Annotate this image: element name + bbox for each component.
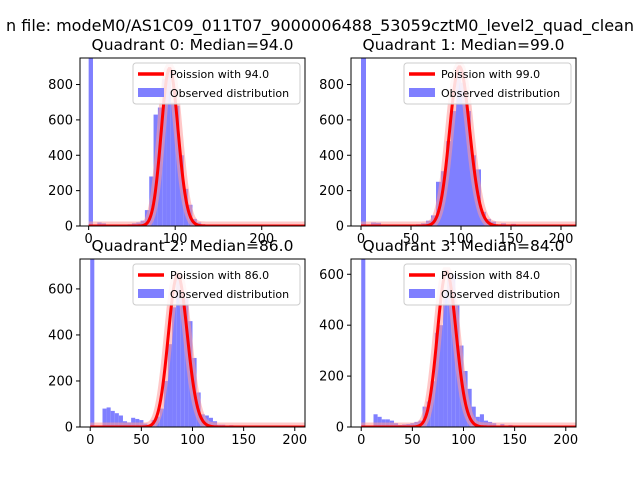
y-tick-label: 0	[65, 220, 73, 235]
x-tick-label: 50	[404, 433, 421, 448]
histogram-bar	[163, 380, 168, 427]
quadrant-2-panel: 0 50 100 150 200 0 200 400 600 Quadrant 2: Median…	[48, 237, 307, 448]
y-tick-label: 200	[319, 370, 344, 385]
figure-suptitle: n file: modeM0/AS1C09_011T07_9000006488_…	[6, 16, 634, 35]
legend-poisson-label: Poission with 94.0	[170, 68, 269, 81]
histogram-bar	[456, 66, 461, 226]
y-tick-label: 600	[319, 268, 344, 283]
legend-hist-swatch	[138, 289, 164, 298]
histogram-bar	[167, 344, 173, 427]
quadrant-3-panel: 0 50 100 150 200 0 200 400 600 Quadrant 3: Median…	[319, 237, 578, 448]
y-tick-label: 600	[48, 113, 73, 128]
x-tick-label: 0	[357, 433, 365, 448]
x-tick-label: 200	[553, 433, 578, 448]
x-tick-label: 100	[180, 433, 205, 448]
legend: Poission with 86.0 Observed distribution	[132, 263, 301, 306]
x-tick-label: 150	[499, 232, 524, 247]
legend-hist-swatch	[409, 88, 435, 97]
y-tick-label: 400	[319, 319, 344, 334]
histogram-bar	[479, 414, 484, 427]
legend-poisson-label: Poission with 86.0	[170, 269, 269, 282]
poisson-curve	[90, 273, 305, 427]
poisson-curve	[361, 270, 576, 427]
x-tick-label: 100	[449, 232, 474, 247]
y-tick-label: 0	[336, 421, 344, 436]
panel-title: Quadrant 0: Median=94.0	[92, 36, 294, 54]
x-tick-label: 200	[282, 433, 307, 448]
quadrant-0-panel: 0 100 200 0 200 400 600 800 Quadrant 0: Median=9…	[48, 36, 306, 247]
histogram-bar	[373, 414, 378, 427]
legend: Poission with 99.0 Observed distribution	[403, 62, 572, 105]
histogram-bar	[172, 307, 177, 427]
histogram-bar	[451, 274, 456, 427]
legend-observed-label: Observed distribution	[441, 288, 560, 301]
histogram-bar	[451, 111, 456, 226]
y-tick-label: 800	[319, 78, 344, 93]
y-tick-label: 200	[319, 184, 344, 199]
histogram-bar	[166, 68, 171, 226]
histogram-bar	[114, 413, 119, 427]
histogram-bar	[170, 102, 176, 226]
histogram-bar	[88, 58, 93, 226]
histogram-bar	[102, 408, 107, 427]
y-tick-label: 400	[48, 149, 73, 164]
y-tick-label: 200	[48, 374, 73, 389]
y-tick-label: 200	[48, 184, 73, 199]
histogram-bar	[176, 275, 181, 427]
histogram-bar	[159, 408, 164, 427]
x-tick-label: 150	[502, 433, 527, 448]
y-tick-label: 400	[48, 328, 73, 343]
histogram-bar	[90, 259, 95, 427]
x-tick-label: 100	[451, 433, 476, 448]
x-tick-label: 50	[403, 232, 420, 247]
x-tick-label: 150	[231, 433, 256, 448]
histogram-bar	[438, 325, 444, 427]
x-tick-label: 200	[249, 232, 274, 247]
y-tick-label: 400	[319, 149, 344, 164]
panel-title: Quadrant 2: Median=86.0	[92, 237, 294, 255]
histogram-bar	[110, 410, 115, 427]
histogram-bar	[466, 111, 471, 226]
histogram-bar	[443, 289, 448, 427]
legend-observed-label: Observed distribution	[170, 87, 289, 100]
x-tick-label: 50	[133, 433, 150, 448]
legend-hist-swatch	[138, 88, 164, 97]
poisson-curve	[88, 67, 305, 226]
x-tick-label: 0	[86, 433, 94, 448]
y-tick-label: 600	[319, 113, 344, 128]
histogram-bar	[377, 416, 382, 427]
histogram-bar	[446, 141, 451, 226]
axes-frame	[79, 57, 306, 227]
y-tick-label: 800	[48, 78, 73, 93]
legend-observed-label: Observed distribution	[441, 87, 560, 100]
legend: Poission with 84.0 Observed distribution	[403, 263, 572, 306]
histogram-bar	[162, 79, 167, 226]
histogram-bar	[447, 271, 452, 427]
histogram-bar	[131, 417, 136, 427]
histogram-bar	[361, 58, 366, 226]
x-tick-label: 200	[549, 232, 574, 247]
legend-poisson-label: Poission with 84.0	[441, 269, 540, 282]
poisson-curve	[361, 65, 576, 226]
histogram-bar	[180, 291, 185, 427]
x-tick-label: 100	[163, 232, 188, 247]
x-tick-label: 0	[357, 232, 365, 247]
legend: Poission with 94.0 Observed distribution	[132, 62, 301, 105]
y-tick-label: 0	[65, 421, 73, 436]
histogram-bar	[461, 82, 466, 226]
panel-title: Quadrant 1: Median=99.0	[363, 36, 565, 54]
panel-title: Quadrant 3: Median=84.0	[363, 237, 565, 255]
histogram-bar	[361, 259, 366, 427]
x-tick-label: 0	[85, 232, 93, 247]
axes-frame	[350, 57, 577, 227]
y-tick-label: 0	[336, 220, 344, 235]
histogram-bar	[118, 415, 123, 427]
histogram-bar	[106, 407, 111, 427]
legend-observed-label: Observed distribution	[170, 288, 289, 301]
legend-poisson-label: Poission with 99.0	[441, 68, 540, 81]
legend-hist-swatch	[409, 289, 435, 298]
quadrant-1-panel: 0 50 100 150 200 0 200 400 600 800 Quadrant 1: Med…	[319, 36, 577, 247]
y-tick-label: 600	[48, 282, 73, 297]
